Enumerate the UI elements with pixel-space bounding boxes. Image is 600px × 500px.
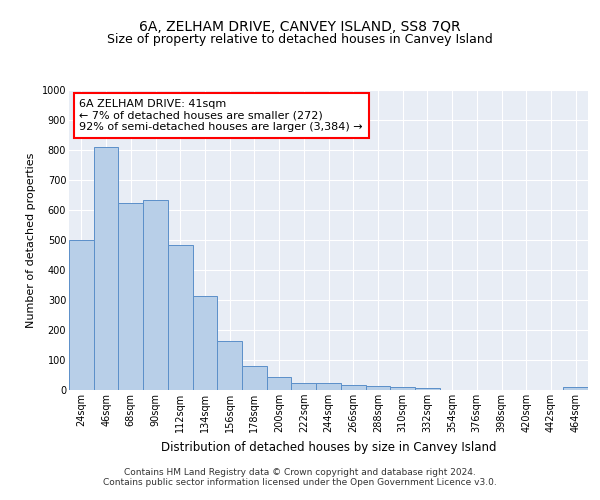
Bar (341, 384, 365, 390)
Text: Contains public sector information licensed under the Open Government Licence v3: Contains public sector information licen… (103, 478, 497, 487)
Bar (118, 202, 143, 390)
Text: 6A ZELHAM DRIVE: 41sqm
← 7% of detached houses are smaller (272)
92% of semi-det: 6A ZELHAM DRIVE: 41sqm ← 7% of detached … (79, 99, 363, 132)
Text: Size of property relative to detached houses in Canvey Island: Size of property relative to detached ho… (107, 32, 493, 46)
Bar (94, 147, 118, 390)
Bar (563, 387, 588, 390)
Text: Contains HM Land Registry data © Crown copyright and database right 2024.: Contains HM Land Registry data © Crown c… (124, 468, 476, 477)
Bar (168, 245, 193, 390)
Text: 6A, ZELHAM DRIVE, CANVEY ISLAND, SS8 7QR: 6A, ZELHAM DRIVE, CANVEY ISLAND, SS8 7QR (139, 20, 461, 34)
Bar (415, 388, 440, 390)
Bar (390, 387, 415, 390)
X-axis label: Distribution of detached houses by size in Canvey Island: Distribution of detached houses by size … (161, 440, 496, 454)
Bar (193, 296, 217, 390)
Bar (365, 386, 390, 390)
Bar (242, 366, 267, 390)
Bar (143, 200, 168, 390)
Bar (292, 383, 316, 390)
Bar (316, 384, 341, 390)
Bar (267, 376, 292, 390)
Y-axis label: Number of detached properties: Number of detached properties (26, 152, 36, 328)
Bar (69, 240, 94, 390)
Bar (217, 342, 242, 390)
